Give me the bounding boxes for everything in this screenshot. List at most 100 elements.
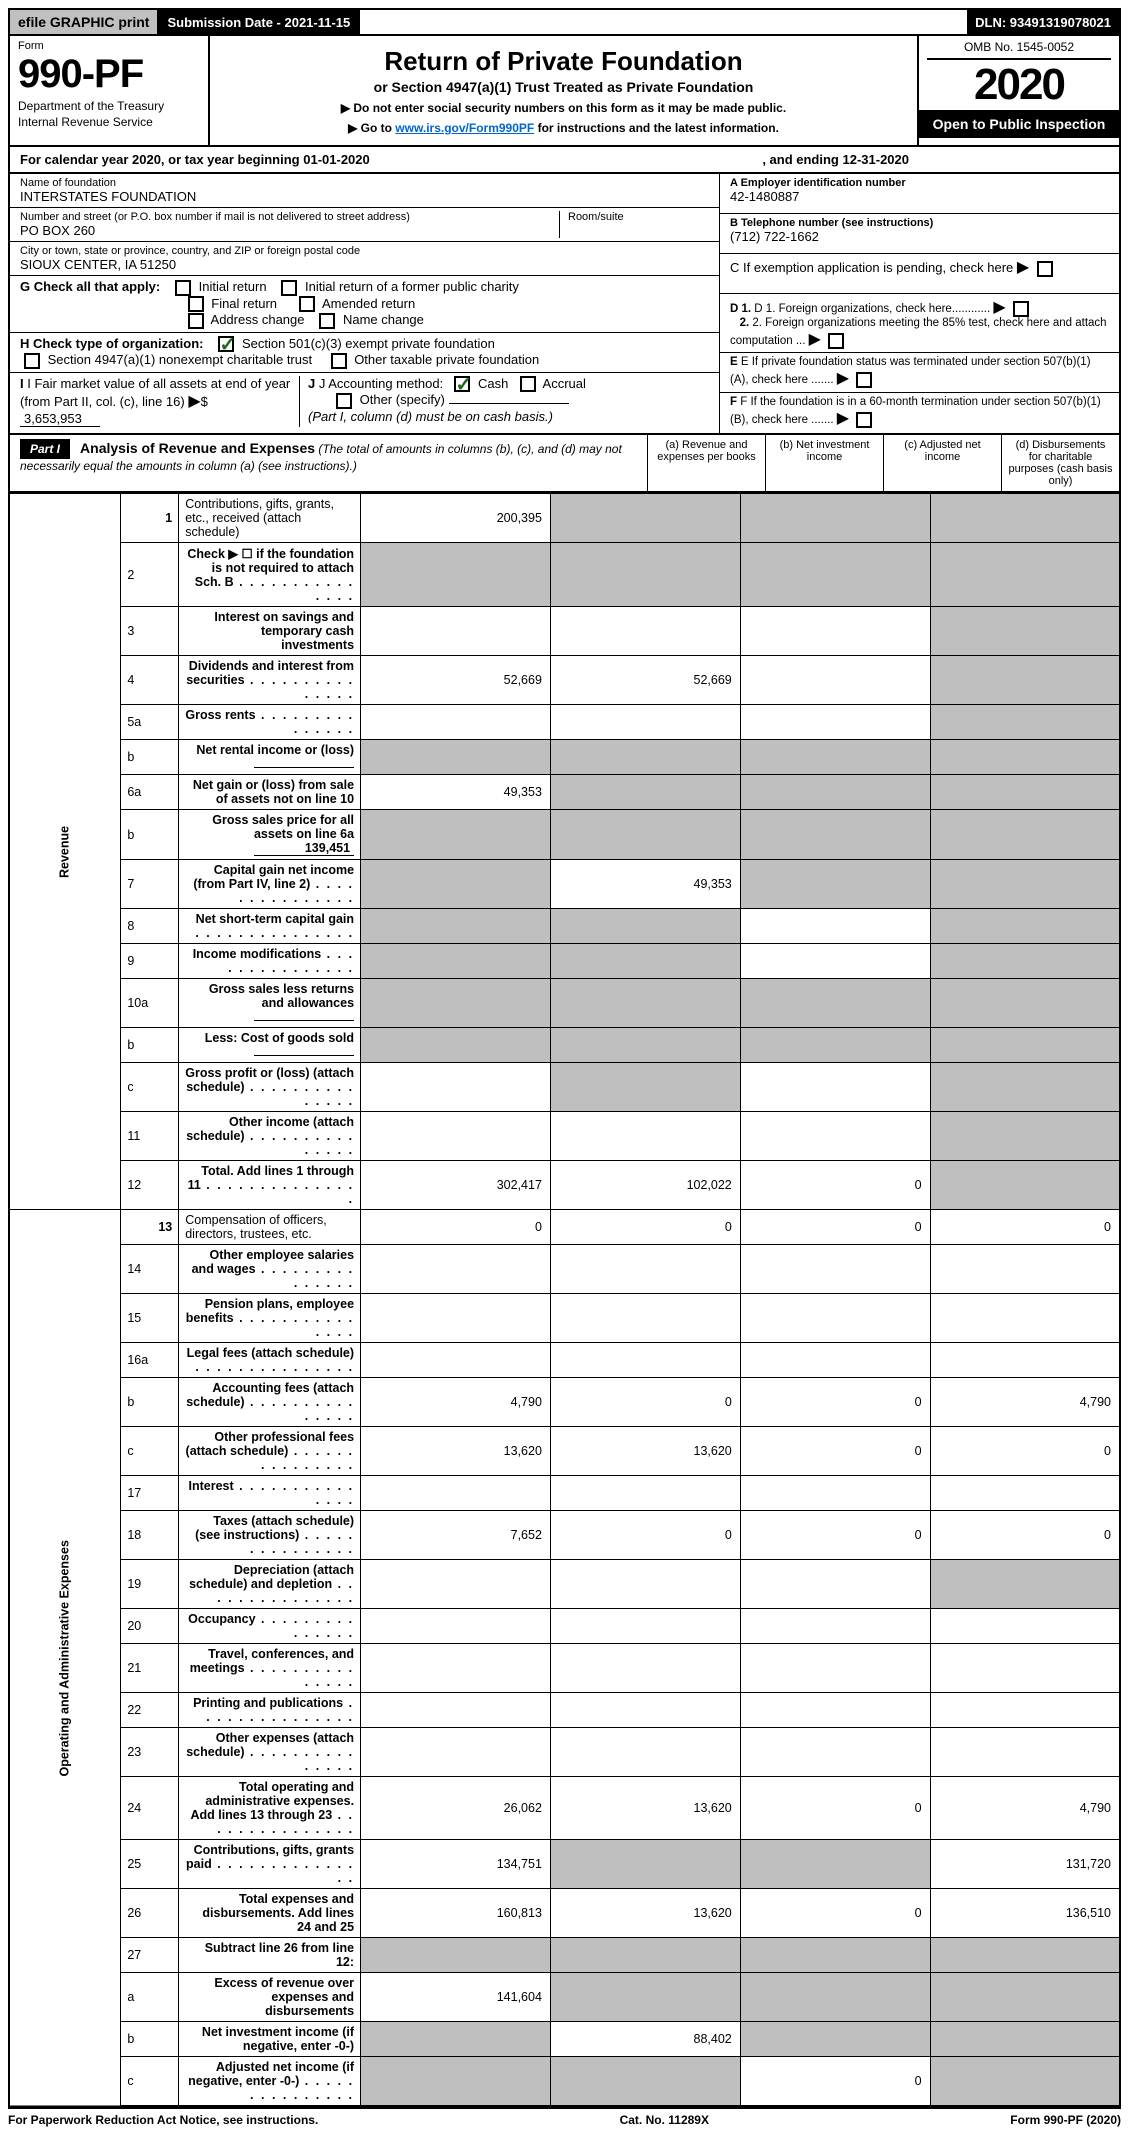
col-c-value [740,705,930,740]
line-number: 8 [121,909,179,944]
col-c-value [740,775,930,810]
col-a-value [361,1693,551,1728]
col-a-value [361,979,551,1028]
col-a-value [361,740,551,775]
col-c-value [740,1728,930,1777]
form-ref: Form 990-PF (2020) [1010,2113,1121,2127]
col-a-value [361,1938,551,1973]
line-description: Income modifications [179,944,361,979]
col-a-value: 13,620 [361,1427,551,1476]
checkbox-60month[interactable] [856,412,872,428]
calendar-year-row: For calendar year 2020, or tax year begi… [8,147,1121,174]
col-a-value [361,909,551,944]
col-c-value [740,979,930,1028]
open-to-public: Open to Public Inspection [919,110,1119,138]
col-a-value [361,860,551,909]
checkbox-exemption-pending[interactable] [1037,261,1053,277]
table-row: 23Other expenses (attach schedule) [9,1728,1120,1777]
city-label: City or town, state or province, country… [20,245,709,257]
line-description: Gross sales less returns and allowances [179,979,361,1028]
col-d-value [930,1728,1120,1777]
address-label: Number and street (or P.O. box number if… [20,211,559,223]
section-g: G Check all that apply: Initial return I… [10,276,719,333]
checkbox-status-terminated[interactable] [856,372,872,388]
col-c-value [740,494,930,543]
irs-link[interactable]: www.irs.gov/Form990PF [395,121,534,135]
col-a-value [361,1343,551,1378]
col-a-value [361,543,551,607]
phone-value: (712) 722-1662 [730,229,1109,244]
line-number: 5a [121,705,179,740]
col-c-value: 0 [740,1210,930,1245]
checkbox-4947a1[interactable] [24,353,40,369]
col-d-value: 4,790 [930,1777,1120,1840]
table-row: 19Depreciation (attach schedule) and dep… [9,1560,1120,1609]
col-d-value [930,1112,1120,1161]
col-b-value [550,944,740,979]
col-d-value [930,1644,1120,1693]
checkbox-accrual[interactable] [520,376,536,392]
checkbox-cash[interactable] [454,376,470,392]
checkbox-initial-return[interactable] [175,280,191,296]
col-b-header: (b) Net investment income [765,435,883,491]
table-row: Revenue1Contributions, gifts, grants, et… [9,494,1120,543]
table-row: bGross sales price for all assets on lin… [9,810,1120,860]
col-d-value [930,1161,1120,1210]
col-d-value [930,1294,1120,1343]
checkbox-name-change[interactable] [319,313,335,329]
col-d-value [930,1693,1120,1728]
phone-label: B Telephone number (see instructions) [730,217,933,229]
col-d-value [930,740,1120,775]
col-b-value [550,1063,740,1112]
checkbox-final-return[interactable] [188,296,204,312]
col-c-value [740,740,930,775]
line-number: 4 [121,656,179,705]
paperwork-notice: For Paperwork Reduction Act Notice, see … [8,2113,318,2127]
line-description: Gross sales price for all assets on line… [179,810,361,860]
form-label: Form [18,40,200,52]
col-c-value: 0 [740,1427,930,1476]
line-description: Less: Cost of goods sold [179,1028,361,1063]
col-d-value: 136,510 [930,1889,1120,1938]
col-b-value [550,1644,740,1693]
form-note-link: ▶ Go to www.irs.gov/Form990PF for instru… [222,121,905,135]
checkbox-address-change[interactable] [188,313,204,329]
checkbox-foreign-org[interactable] [1013,301,1029,317]
page-footer: For Paperwork Reduction Act Notice, see … [8,2107,1121,2127]
line-number: 13 [121,1210,179,1245]
section-e: E E If private foundation status was ter… [720,353,1119,393]
checkbox-initial-former[interactable] [281,280,297,296]
col-c-value [740,1644,930,1693]
top-bar: efile GRAPHIC print Submission Date - 20… [8,8,1121,36]
col-c-value: 0 [740,1889,930,1938]
col-b-value [550,705,740,740]
col-d-header: (d) Disbursements for charitable purpose… [1001,435,1119,491]
line-description: Capital gain net income (from Part IV, l… [179,860,361,909]
checkbox-501c3[interactable] [218,336,234,352]
line-number: 3 [121,607,179,656]
checkbox-85pct[interactable] [828,333,844,349]
line-description: Dividends and interest from securities [179,656,361,705]
line-description: Adjusted net income (if negative, enter … [179,2057,361,2107]
col-b-value [550,1476,740,1511]
checkbox-amended[interactable] [299,296,315,312]
col-a-value [361,1728,551,1777]
col-d-value [930,607,1120,656]
col-c-value [740,656,930,705]
checkbox-other-taxable[interactable] [331,353,347,369]
col-b-value [550,909,740,944]
col-b-value [550,543,740,607]
checkbox-other-method[interactable] [336,393,352,409]
line-number: c [121,1427,179,1476]
col-c-value: 0 [740,2057,930,2107]
room-label: Room/suite [568,211,709,223]
line-description: Total operating and administrative expen… [179,1777,361,1840]
section-j: J J Accounting method: Cash Accrual Othe… [300,376,709,427]
dln-label: DLN: 93491319078021 [967,10,1119,34]
line-description: Net short-term capital gain [179,909,361,944]
col-d-value: 0 [930,1427,1120,1476]
line-number: 27 [121,1938,179,1973]
efile-print-button[interactable]: efile GRAPHIC print [10,10,159,34]
table-row: 10aGross sales less returns and allowanc… [9,979,1120,1028]
line-number: 25 [121,1840,179,1889]
